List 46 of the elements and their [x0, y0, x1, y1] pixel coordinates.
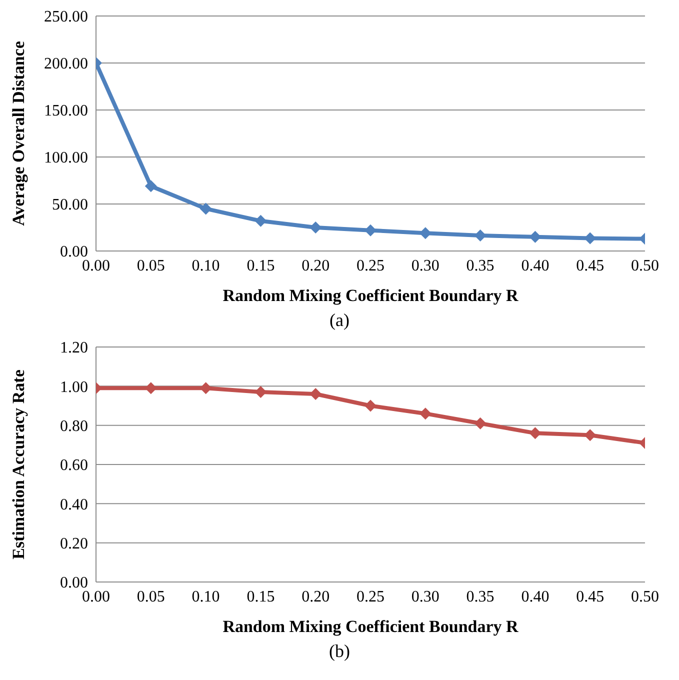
x-tick-label: 0.45 [576, 588, 604, 606]
point [419, 408, 432, 420]
x-tick-label: 0.20 [302, 588, 330, 606]
point [474, 417, 486, 430]
x-tick-label: 0.30 [411, 257, 440, 274]
point [584, 429, 596, 442]
x-tick-label: 0.05 [136, 588, 165, 606]
y-tick-label: 1.00 [60, 378, 88, 396]
y-tick-label: 0.60 [60, 457, 88, 474]
x-tick-label: 0.35 [466, 588, 494, 606]
text: (a) [328, 310, 350, 331]
y-tick-label: 50.00 [52, 196, 88, 214]
y-axis-title: Average Overall Distance [9, 40, 28, 226]
x-axis-title: Random Mixing Coefficient Boundary R [222, 286, 520, 305]
x-tick-label: 0.50 [631, 588, 659, 606]
x-tick-label: 0.10 [192, 257, 220, 274]
x-tick-label: 0.05 [136, 257, 165, 274]
y-tick-label: 0.80 [60, 418, 88, 436]
x-tick-label: 0.15 [246, 257, 275, 274]
x-tick-label: 0.40 [521, 588, 550, 606]
point [364, 224, 376, 236]
point [254, 214, 267, 227]
y-tick-label: 200.00 [44, 56, 88, 73]
x-tick-label: 0.45 [576, 257, 604, 274]
x-tick-label: 0.50 [631, 257, 659, 274]
x-tick-label: 0.20 [302, 257, 330, 274]
point [364, 400, 376, 412]
x-tick-label: 0.25 [356, 588, 384, 606]
y-tick-label: 0.20 [60, 536, 88, 553]
x-tick-label: 0.10 [192, 588, 220, 606]
y-tick-label: 100.00 [44, 150, 88, 167]
y-tick-label: 150.00 [44, 102, 88, 120]
point [200, 202, 212, 215]
y-tick-label: 250.00 [44, 8, 88, 26]
x-tick-label: 0.40 [521, 257, 550, 274]
point [310, 388, 322, 400]
y-tick-label: 1.20 [60, 340, 88, 357]
point [144, 180, 157, 192]
x-tick-label: 0.15 [246, 588, 275, 606]
x-axis-title: Random Mixing Coefficient Boundary R [222, 617, 520, 636]
text: (b) [328, 641, 351, 662]
x-tick-label: 0.35 [466, 257, 494, 274]
x-tick-label: 0.25 [356, 257, 384, 274]
y-axis-title: Estimation Accuracy Rate [9, 369, 28, 560]
x-tick-label: 0.30 [411, 588, 440, 606]
y-tick-label: 0.40 [60, 496, 88, 514]
